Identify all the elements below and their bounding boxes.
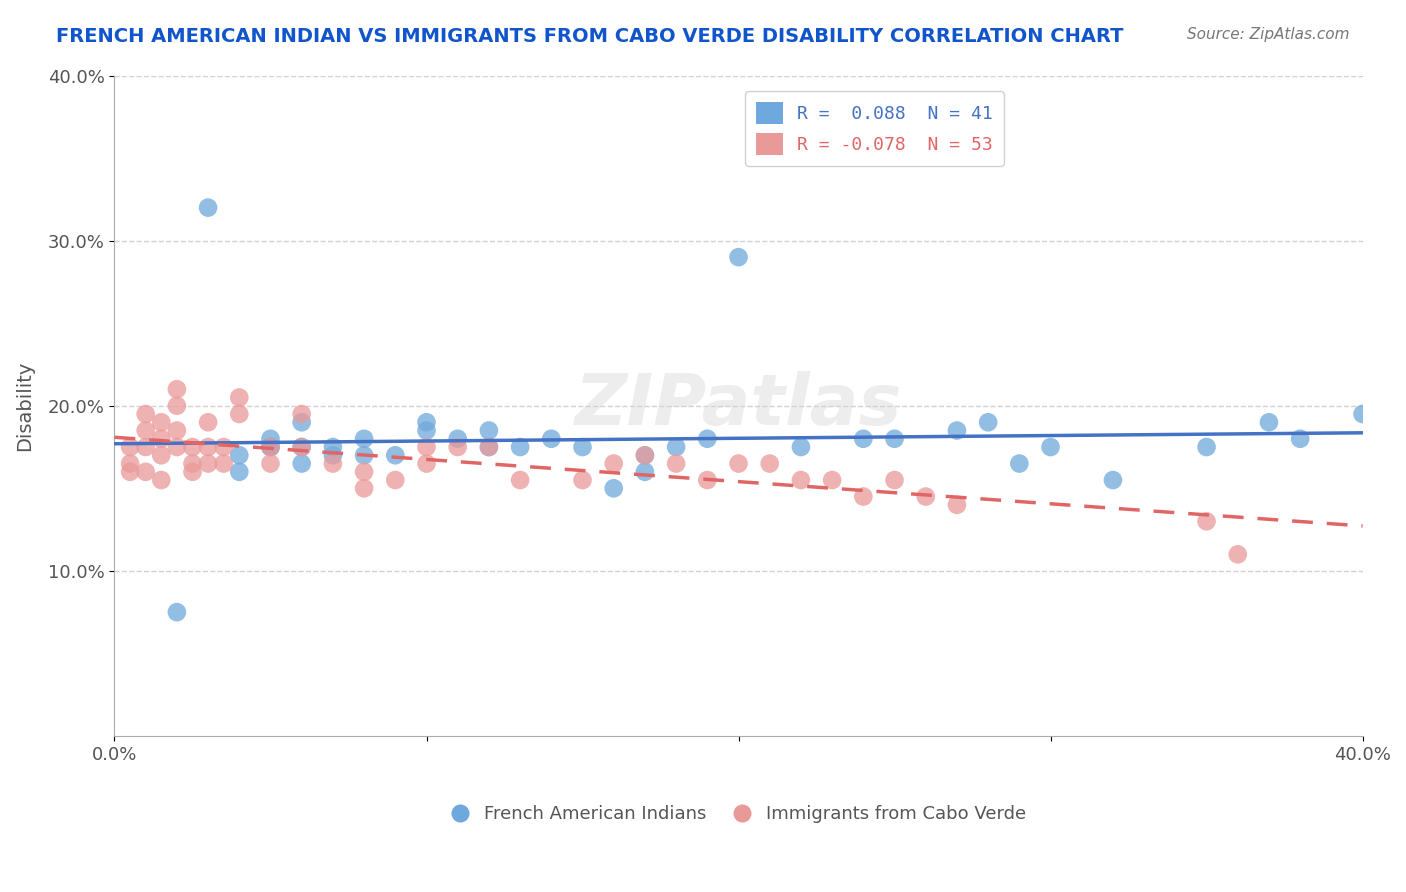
Point: [946, 498, 969, 512]
Point: [415, 415, 437, 429]
Point: [291, 415, 314, 429]
Point: [259, 440, 281, 454]
Point: [197, 415, 219, 429]
Point: [696, 473, 718, 487]
Point: [322, 448, 344, 462]
Point: [259, 432, 281, 446]
Point: [1008, 457, 1031, 471]
Point: [384, 448, 406, 462]
Point: [135, 407, 157, 421]
Point: [602, 457, 624, 471]
Point: [727, 457, 749, 471]
Point: [197, 201, 219, 215]
Point: [259, 440, 281, 454]
Point: [1195, 514, 1218, 528]
Text: Source: ZipAtlas.com: Source: ZipAtlas.com: [1187, 27, 1350, 42]
Point: [602, 481, 624, 495]
Point: [634, 448, 657, 462]
Point: [946, 424, 969, 438]
Point: [509, 440, 531, 454]
Point: [291, 407, 314, 421]
Point: [977, 415, 1000, 429]
Point: [571, 440, 593, 454]
Point: [353, 448, 375, 462]
Point: [509, 473, 531, 487]
Point: [1258, 415, 1281, 429]
Point: [665, 440, 688, 454]
Point: [1351, 407, 1374, 421]
Point: [883, 473, 905, 487]
Point: [478, 440, 501, 454]
Point: [883, 432, 905, 446]
Point: [758, 457, 780, 471]
Point: [1289, 432, 1312, 446]
Point: [353, 465, 375, 479]
Point: [259, 440, 281, 454]
Point: [197, 440, 219, 454]
Point: [571, 473, 593, 487]
Point: [852, 432, 875, 446]
Point: [135, 465, 157, 479]
Point: [181, 440, 204, 454]
Point: [228, 407, 250, 421]
Point: [353, 481, 375, 495]
Point: [228, 465, 250, 479]
Point: [852, 490, 875, 504]
Point: [291, 440, 314, 454]
Point: [790, 440, 813, 454]
Point: [166, 440, 188, 454]
Point: [135, 440, 157, 454]
Point: [212, 440, 235, 454]
Point: [696, 432, 718, 446]
Point: [914, 490, 936, 504]
Point: [415, 440, 437, 454]
Point: [727, 250, 749, 264]
Point: [322, 440, 344, 454]
Point: [197, 457, 219, 471]
Point: [790, 473, 813, 487]
Point: [1039, 440, 1062, 454]
Legend: French American Indians, Immigrants from Cabo Verde: French American Indians, Immigrants from…: [444, 797, 1033, 830]
Text: FRENCH AMERICAN INDIAN VS IMMIGRANTS FROM CABO VERDE DISABILITY CORRELATION CHAR: FRENCH AMERICAN INDIAN VS IMMIGRANTS FRO…: [56, 27, 1123, 45]
Point: [120, 440, 142, 454]
Point: [1195, 440, 1218, 454]
Point: [166, 382, 188, 396]
Point: [181, 457, 204, 471]
Point: [634, 448, 657, 462]
Point: [384, 473, 406, 487]
Point: [322, 457, 344, 471]
Point: [821, 473, 844, 487]
Point: [291, 457, 314, 471]
Point: [228, 391, 250, 405]
Point: [212, 457, 235, 471]
Point: [150, 448, 173, 462]
Point: [135, 424, 157, 438]
Point: [166, 424, 188, 438]
Point: [166, 399, 188, 413]
Point: [447, 440, 470, 454]
Point: [150, 432, 173, 446]
Point: [665, 457, 688, 471]
Point: [120, 465, 142, 479]
Point: [478, 424, 501, 438]
Point: [415, 457, 437, 471]
Point: [540, 432, 562, 446]
Point: [353, 432, 375, 446]
Y-axis label: Disability: Disability: [15, 360, 34, 451]
Point: [415, 424, 437, 438]
Point: [634, 465, 657, 479]
Point: [150, 473, 173, 487]
Text: ZIPatlas: ZIPatlas: [575, 371, 903, 441]
Point: [291, 440, 314, 454]
Point: [150, 415, 173, 429]
Point: [228, 448, 250, 462]
Point: [447, 432, 470, 446]
Point: [120, 457, 142, 471]
Point: [181, 465, 204, 479]
Point: [166, 605, 188, 619]
Point: [259, 457, 281, 471]
Point: [478, 440, 501, 454]
Point: [1226, 547, 1249, 561]
Point: [1102, 473, 1125, 487]
